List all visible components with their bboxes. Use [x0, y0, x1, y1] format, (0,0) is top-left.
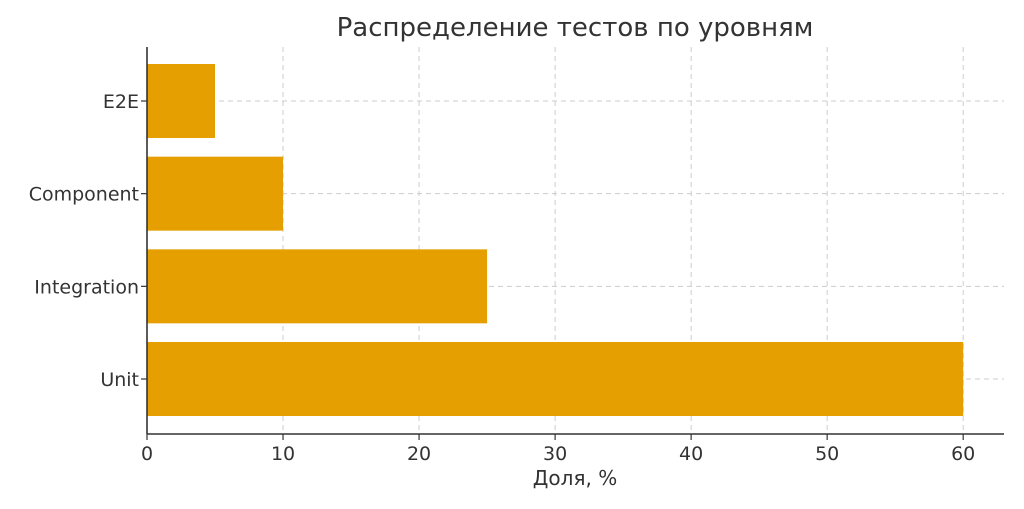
bar-integration: [147, 249, 488, 324]
bar-unit: [147, 342, 964, 416]
x-axis-label: Доля, %: [533, 466, 617, 490]
axes: [146, 47, 1004, 435]
y-ticks: Unit Integration Component E2E: [29, 91, 147, 391]
x-tick-label: 30: [543, 443, 567, 465]
x-tick-label: 0: [141, 443, 153, 465]
x-ticks: 0 10 20 30 40 50 60: [141, 434, 975, 465]
bar-e2e: [147, 64, 216, 138]
x-tick-label: 20: [407, 443, 431, 465]
y-tick-label: Unit: [100, 369, 139, 391]
bars: [147, 64, 964, 416]
x-tick-label: 60: [951, 443, 975, 465]
y-tick-label: Integration: [34, 276, 139, 298]
x-tick-label: 50: [815, 443, 839, 465]
y-tick-label: Component: [29, 184, 139, 206]
bar-component: [147, 156, 284, 231]
y-tick-label: E2E: [103, 91, 139, 113]
chart-title: Распределение тестов по уровням: [337, 13, 814, 43]
x-tick-label: 40: [679, 443, 703, 465]
x-tick-label: 10: [271, 443, 295, 465]
